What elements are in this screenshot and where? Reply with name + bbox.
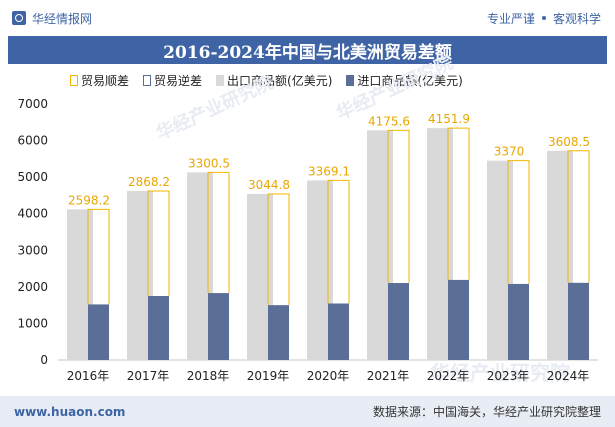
import-bar: [508, 283, 529, 360]
legend-label-surplus: 贸易顺差: [81, 74, 130, 88]
surplus-bracket: [87, 208, 110, 305]
x-tick-label: 2016年: [67, 369, 110, 383]
x-tick-label: 2019年: [247, 369, 290, 383]
import-bar: [268, 305, 289, 360]
import-bar: [568, 282, 589, 360]
import-bar: [448, 279, 469, 360]
website-label: www.huaon.com: [14, 404, 126, 419]
y-tick-label: 0: [40, 353, 48, 367]
x-tick-label: 2021年: [367, 369, 410, 383]
surplus-value-label: 3044.8: [248, 178, 290, 192]
y-tick-label: 2000: [17, 280, 48, 294]
legend-label-import: 进口商品额(亿美元): [357, 74, 463, 88]
x-tick-label: 2024年: [547, 369, 590, 383]
legend-item-deficit: 贸易逆差: [143, 72, 202, 89]
legend-swatch-import: [346, 75, 355, 86]
x-tick-label: 2020年: [307, 369, 350, 383]
slogan: 专业严谨 客观科学: [487, 10, 601, 27]
surplus-value-label: 3369.1: [308, 164, 350, 178]
import-bar: [388, 283, 409, 360]
slogan-dot-icon: [541, 16, 546, 20]
surplus-bracket: [147, 190, 170, 296]
legend-item-export: 出口商品额(亿美元): [216, 72, 332, 89]
x-tick-label: 2018年: [187, 369, 230, 383]
surplus-value-label: 4175.6: [368, 114, 410, 128]
surplus-bracket: [447, 127, 470, 280]
import-bar: [208, 293, 229, 360]
brand: 华经情报网: [12, 10, 92, 27]
legend: 贸易顺差 贸易逆差 出口商品额(亿美元) 进口商品额(亿美元): [70, 72, 477, 89]
legend-swatch-export: [216, 75, 225, 86]
surplus-value-label: 3300.5: [188, 156, 230, 170]
watermark-text: 华经产业研究院: [430, 361, 570, 385]
surplus-value-label: 2868.2: [128, 175, 170, 189]
import-bar: [148, 296, 169, 360]
brand-name: 华经情报网: [32, 11, 93, 26]
surplus-bracket: [327, 179, 350, 304]
surplus-bracket: [507, 160, 530, 284]
surplus-value-label: 3608.5: [548, 135, 590, 149]
y-tick-label: 5000: [17, 170, 48, 184]
source-label: 数据来源：中国海关，华经产业研究院整理: [372, 405, 601, 419]
slogan-left: 专业严谨: [486, 11, 535, 26]
brand-logo-icon: [12, 11, 26, 25]
slogan-right: 客观科学: [552, 11, 601, 26]
legend-swatch-surplus: [70, 75, 78, 86]
watermark-text: 华经产业研究院: [153, 71, 276, 144]
surplus-value-label: 2598.2: [68, 193, 110, 207]
surplus-value-label: 3370: [494, 145, 525, 159]
surplus-bracket: [207, 171, 230, 294]
y-tick-label: 1000: [17, 316, 48, 330]
y-tick-label: 6000: [17, 134, 48, 148]
y-tick-label: 4000: [17, 207, 48, 221]
header: 华经情报网 专业严谨 客观科学: [0, 0, 615, 36]
x-tick-label: 2022年: [427, 369, 470, 383]
x-tick-label: 2017年: [127, 369, 170, 383]
y-tick-label: 3000: [17, 243, 48, 257]
surplus-value-label: 4151.9: [428, 112, 470, 126]
legend-swatch-deficit: [143, 75, 152, 86]
surplus-bracket: [567, 150, 590, 283]
surplus-bracket: [387, 129, 410, 284]
x-tick-label: 2023年: [487, 369, 530, 383]
surplus-bracket: [267, 193, 290, 306]
legend-item-surplus: 贸易顺差: [70, 72, 129, 89]
legend-label-deficit: 贸易逆差: [154, 74, 203, 88]
import-bar: [88, 304, 109, 360]
legend-label-export: 出口商品额(亿美元): [227, 74, 333, 88]
import-bar: [328, 303, 349, 360]
y-tick-label: 7000: [17, 97, 48, 111]
footer: www.huaon.com 数据来源：中国海关，华经产业研究院整理: [0, 396, 615, 427]
chart-title: 2016-2024年中国与北美洲贸易差额: [8, 36, 607, 64]
legend-item-import: 进口商品额(亿美元): [346, 72, 463, 89]
